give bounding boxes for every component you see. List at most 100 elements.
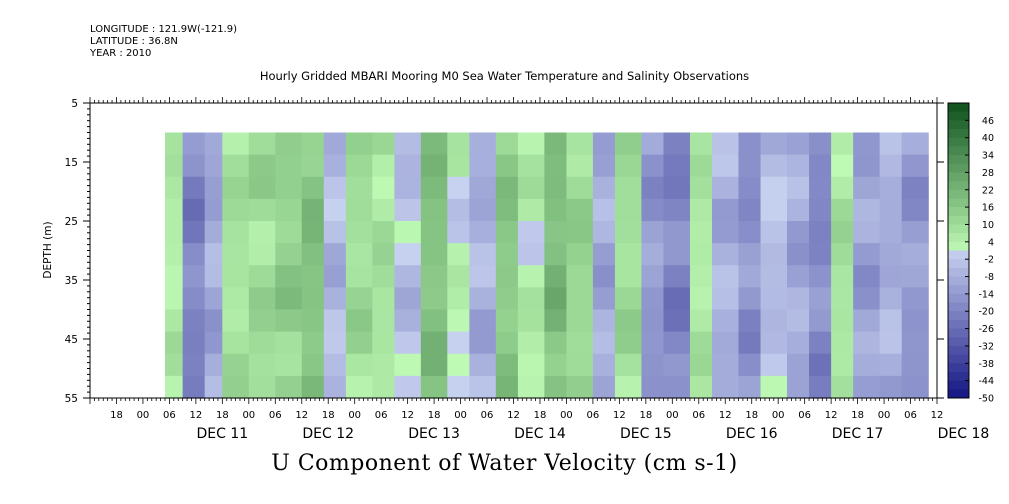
heatmap-cell xyxy=(566,309,594,333)
heatmap-cell xyxy=(689,198,713,222)
colorbar-frame xyxy=(947,102,970,399)
heatmap-cell xyxy=(614,221,643,244)
colorbar-label: 34 xyxy=(982,151,994,162)
heatmap-cell xyxy=(831,265,854,288)
heatmap-cell xyxy=(901,198,929,222)
heatmap-cell xyxy=(663,198,691,222)
heatmap-cell xyxy=(275,375,303,399)
heatmap-cell xyxy=(204,265,223,288)
colorbar-swatch xyxy=(948,293,969,304)
heatmap-cell xyxy=(469,221,497,244)
heatmap-cell xyxy=(394,221,422,244)
colorbar-swatch xyxy=(948,111,969,121)
heatmap-cell xyxy=(853,154,881,178)
heatmap-cell xyxy=(641,309,665,333)
heatmap-cell xyxy=(544,221,568,244)
heatmap-cell xyxy=(447,154,470,178)
heatmap-cell xyxy=(301,176,325,200)
heatmap-cell xyxy=(372,287,395,311)
heatmap-cell xyxy=(372,198,395,222)
heatmap-cell xyxy=(420,132,448,156)
heatmap-cell xyxy=(248,331,276,355)
heatmap-cell xyxy=(787,243,810,266)
heatmap-cell xyxy=(901,331,929,355)
heatmap-cell xyxy=(853,375,881,399)
heatmap-cell xyxy=(394,132,422,156)
colorbar-swatch xyxy=(948,337,969,347)
heatmap-cell xyxy=(345,221,373,244)
heatmap-cell xyxy=(301,375,325,399)
heatmap-cell xyxy=(760,198,788,222)
heatmap-cell xyxy=(853,132,881,156)
heatmap-cell xyxy=(517,198,545,222)
heatmap-cell xyxy=(495,265,519,288)
heatmap-cell xyxy=(641,154,665,178)
colorbar-label: -44 xyxy=(978,376,994,387)
heatmap-cell xyxy=(222,375,250,399)
heatmap-cell xyxy=(345,353,373,377)
colorbar-swatch xyxy=(948,163,969,173)
colorbar-swatch xyxy=(948,189,969,199)
heatmap-cell xyxy=(879,309,903,333)
heatmap-cell xyxy=(663,331,691,355)
y-axis: 5 15 25 35 45 55 xyxy=(65,98,944,405)
heatmap-cell xyxy=(809,132,832,156)
heatmap-cell xyxy=(689,154,713,178)
heatmap-cell xyxy=(831,176,854,200)
heatmap-cell xyxy=(544,287,568,311)
heatmap-cell xyxy=(901,287,929,311)
heatmap-cell xyxy=(787,353,810,377)
heatmap-cell xyxy=(469,331,497,355)
heatmap-cell xyxy=(663,375,691,399)
x-hour-label: 00 xyxy=(560,410,573,421)
x-date-label: DEC 14 xyxy=(514,426,566,442)
heatmap-cell xyxy=(182,243,206,266)
heatmap-cell xyxy=(879,176,903,200)
heatmap-cell xyxy=(641,353,665,377)
heatmap-cell xyxy=(641,265,665,288)
heatmap-cell xyxy=(275,353,303,377)
heatmap-cell xyxy=(248,176,276,200)
colorbar-label: -32 xyxy=(978,341,994,352)
heatmap-cell xyxy=(394,243,422,266)
heatmap-cell xyxy=(182,132,206,156)
heatmap-cell xyxy=(301,243,325,266)
heatmap-cell xyxy=(853,221,881,244)
heatmap-cell xyxy=(517,132,545,156)
heatmap-cell xyxy=(879,287,903,311)
y-axis-label: DEPTH (m) xyxy=(42,221,54,278)
heatmap-cell xyxy=(787,287,810,311)
heatmap-cell xyxy=(222,331,250,355)
x-hour-label: 06 xyxy=(798,410,811,421)
x-hour-label: 18 xyxy=(428,410,441,421)
heatmap-cell xyxy=(853,287,881,311)
heatmap-cell xyxy=(248,221,276,244)
heatmap-cell xyxy=(614,132,643,156)
heatmap-cell xyxy=(787,309,810,333)
heatmap-cell xyxy=(517,375,545,399)
colorbar-swatch xyxy=(948,250,969,260)
heatmap-cell xyxy=(831,331,854,355)
heatmap-cell xyxy=(760,154,788,178)
latitude-text: LATITUDE : 36.8N xyxy=(90,36,178,47)
longitude-text: LONGITUDE : 121.9W(-121.9) xyxy=(90,24,237,35)
heatmap-cell xyxy=(738,265,762,288)
heatmap-cell xyxy=(689,309,713,333)
heatmap-cell xyxy=(566,176,594,200)
x-hour-label: 00 xyxy=(454,410,467,421)
heatmap-cell xyxy=(760,221,788,244)
heatmap-cell xyxy=(164,221,184,244)
heatmap-cell xyxy=(469,287,497,311)
colorbar: 46 40 34 28 22 16 10 4 -2 -8 -14 -20 -26 -32 -38 -44 -50 xyxy=(947,102,994,405)
heatmap-cell xyxy=(323,287,347,311)
heatmap-cell xyxy=(372,221,395,244)
heatmap-cell xyxy=(248,265,276,288)
x-hour-label: 12 xyxy=(613,410,626,421)
heatmap-cell xyxy=(544,154,568,178)
heatmap-cell xyxy=(712,375,740,399)
y-tick-label: 5 xyxy=(71,98,78,110)
x-hour-label: 00 xyxy=(772,410,785,421)
heatmap-cell xyxy=(204,353,223,377)
heatmap-cell xyxy=(469,375,497,399)
heatmap-cell xyxy=(182,287,206,311)
